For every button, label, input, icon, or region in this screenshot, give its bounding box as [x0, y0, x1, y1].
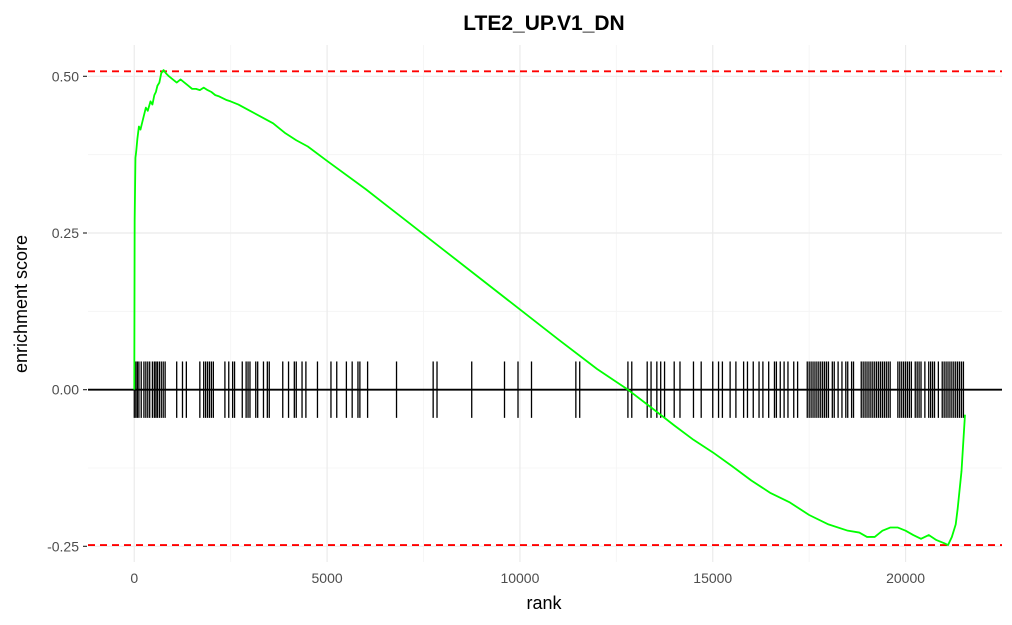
x-tick-label: 0 — [130, 570, 138, 586]
series-layer — [133, 69, 966, 546]
y-tick-label: -0.25 — [47, 538, 79, 554]
y-tick-label: 0.50 — [52, 68, 79, 84]
enrichment-curve — [133, 69, 966, 546]
grid — [88, 45, 1002, 562]
x-axis-title: rank — [526, 593, 562, 613]
reference-lines — [88, 70, 1002, 546]
x-tick-label: 10000 — [500, 570, 539, 586]
y-tick-label: 0.00 — [52, 382, 79, 398]
x-tick-label: 5000 — [312, 570, 343, 586]
y-axis-title: enrichment score — [11, 235, 31, 373]
x-tick-label: 15000 — [693, 570, 732, 586]
y-tick-label: 0.25 — [52, 225, 79, 241]
axes: 0 5000 10000 15000 20000 -0.25 0.00 0.25 0.50 — [47, 68, 925, 586]
chart-title: LTE2_UP.V1_DN — [463, 12, 624, 35]
hit-markers — [133, 361, 965, 418]
x-tick-label: 20000 — [886, 570, 925, 586]
